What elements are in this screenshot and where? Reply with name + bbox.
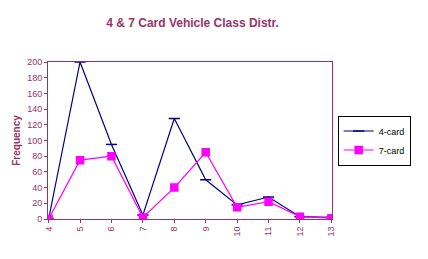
svg-text:4: 4 xyxy=(44,227,54,232)
svg-text:5: 5 xyxy=(75,227,85,232)
svg-text:120: 120 xyxy=(27,120,42,130)
svg-text:60: 60 xyxy=(32,167,42,177)
svg-text:13: 13 xyxy=(326,227,336,237)
svg-text:20: 20 xyxy=(32,198,42,208)
svg-text:160: 160 xyxy=(27,89,42,99)
svg-text:100: 100 xyxy=(27,136,42,146)
svg-text:140: 140 xyxy=(27,104,42,114)
svg-text:80: 80 xyxy=(32,151,42,161)
svg-text:11: 11 xyxy=(263,227,273,236)
svg-text:4 & 7 Card Vehicle Class Distr: 4 & 7 Card Vehicle Class Distr. xyxy=(106,16,279,30)
svg-text:6: 6 xyxy=(106,227,116,232)
svg-text:12: 12 xyxy=(295,227,305,237)
svg-text:9: 9 xyxy=(201,227,211,232)
svg-text:10: 10 xyxy=(232,227,242,237)
svg-text:200: 200 xyxy=(27,57,42,67)
svg-text:7: 7 xyxy=(138,227,148,232)
svg-text:4-card: 4-card xyxy=(379,127,405,137)
svg-text:Frequency: Frequency xyxy=(11,115,22,166)
svg-text:0: 0 xyxy=(37,214,42,224)
svg-text:40: 40 xyxy=(32,183,42,193)
svg-text:8: 8 xyxy=(169,227,179,232)
svg-text:180: 180 xyxy=(27,73,42,83)
svg-text:7-card: 7-card xyxy=(379,146,405,156)
